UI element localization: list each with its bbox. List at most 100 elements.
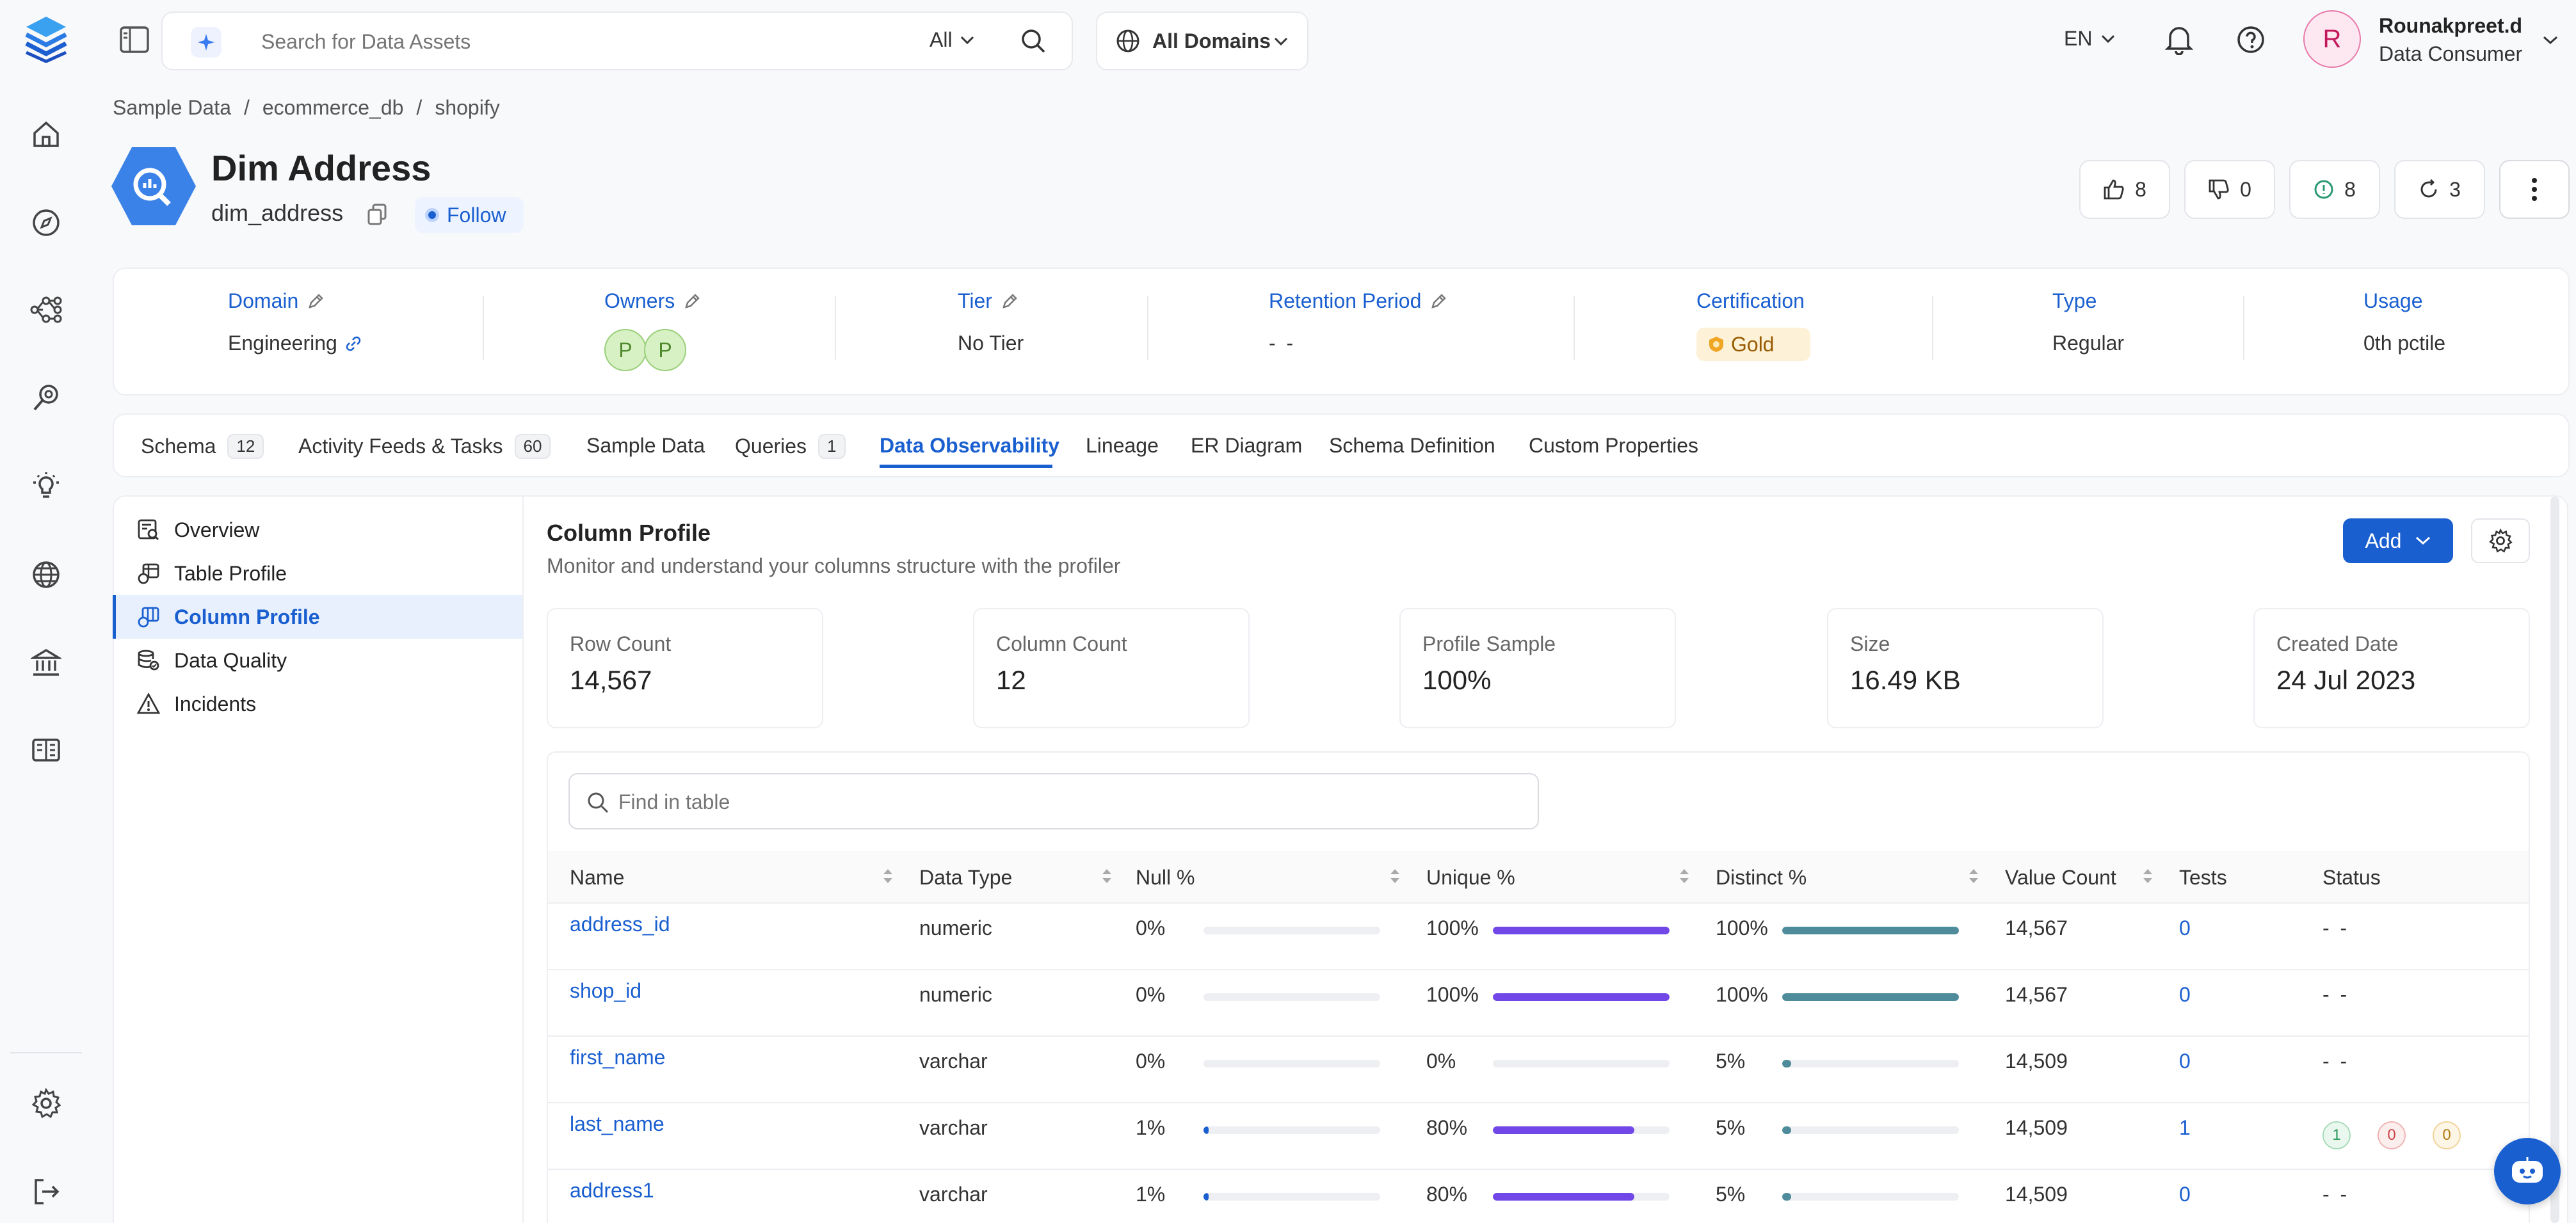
logout-icon[interactable] <box>26 1171 67 1212</box>
tests-count-link[interactable]: 0 <box>2179 916 2191 939</box>
column-header-data-type[interactable]: Data Type <box>919 851 1012 904</box>
home-icon[interactable] <box>26 114 67 155</box>
tests-count-link[interactable]: 1 <box>2179 1116 2191 1139</box>
column-header-tests[interactable]: Tests <box>2179 851 2227 904</box>
status-success-badge[interactable]: 1 <box>2322 1121 2351 1149</box>
add-button[interactable]: Add <box>2343 518 2453 563</box>
tab-er-diagram[interactable]: ER Diagram <box>1191 434 1302 458</box>
edit-pencil-icon[interactable] <box>1430 293 1447 310</box>
sort-icon[interactable] <box>2142 867 2153 886</box>
data-type-cell: varchar <box>919 1183 988 1206</box>
column-name-link[interactable]: address1 <box>570 1179 654 1202</box>
help-question-icon[interactable] <box>2237 26 2265 54</box>
lineage-icon[interactable] <box>26 289 67 330</box>
vote-button[interactable]: 8 <box>2289 160 2380 219</box>
owner-avatar[interactable]: P <box>604 329 647 371</box>
column-header-unique[interactable]: Unique % <box>1426 851 1515 904</box>
version-button[interactable]: 3 <box>2394 160 2485 219</box>
settings-gear-icon[interactable] <box>26 1083 67 1124</box>
sort-icon[interactable] <box>1678 867 1690 886</box>
glossary-book-icon[interactable] <box>26 730 67 771</box>
stat-card-size: Size 16.49 KB <box>1827 608 2104 728</box>
sidebar-toggle-icon[interactable] <box>119 26 150 54</box>
tab-queries[interactable]: Queries 1 <box>735 434 846 459</box>
status-failed-badge[interactable]: 0 <box>2378 1121 2406 1149</box>
search-filter-dropdown[interactable]: All <box>930 28 974 52</box>
sort-icon[interactable] <box>1101 867 1113 886</box>
tab-custom-properties[interactable]: Custom Properties <box>1529 434 1698 458</box>
sidemenu-overview[interactable]: Overview <box>113 508 522 552</box>
column-name-link[interactable]: shop_id <box>570 979 642 1002</box>
language-dropdown[interactable]: EN <box>2064 27 2115 51</box>
explore-compass-icon[interactable] <box>26 202 67 243</box>
edit-pencil-icon[interactable] <box>684 293 700 310</box>
user-avatar[interactable]: R <box>2303 10 2361 68</box>
thumbs-down-icon <box>2209 179 2229 200</box>
sort-icon[interactable] <box>882 867 894 886</box>
chat-assistant-button[interactable] <box>2494 1138 2561 1204</box>
tab-lineage[interactable]: Lineage <box>1086 434 1159 458</box>
tests-count-link[interactable]: 0 <box>2179 1183 2191 1206</box>
like-button[interactable]: 8 <box>2079 160 2170 219</box>
all-domains-label: All Domains <box>1152 29 1271 52</box>
sidemenu-data-quality[interactable]: Data Quality <box>113 639 522 682</box>
sort-icon[interactable] <box>1968 867 1979 886</box>
scrollbar-track[interactable] <box>2550 497 2559 1223</box>
edit-pencil-icon[interactable] <box>1001 293 1018 310</box>
breadcrumb-ecommerce-db[interactable]: ecommerce_db <box>262 96 404 119</box>
user-menu-chevron-icon[interactable] <box>2543 36 2558 45</box>
incident-warning-icon <box>137 692 160 714</box>
status-aborted-badge[interactable]: 0 <box>2433 1121 2461 1149</box>
edit-pencil-icon[interactable] <box>307 293 324 310</box>
notification-bell-icon[interactable] <box>2165 24 2193 55</box>
app-logo[interactable] <box>23 13 69 64</box>
column-header-null[interactable]: Null % <box>1136 851 1195 904</box>
vote-count: 8 <box>2344 177 2356 201</box>
sidemenu-label: Data Quality <box>174 648 287 672</box>
certification-badge[interactable]: Gold <box>1696 328 1810 361</box>
profiler-settings-button[interactable] <box>2471 518 2530 563</box>
observability-icon[interactable] <box>26 378 67 419</box>
more-actions-button[interactable] <box>2499 160 2570 219</box>
tests-count-link[interactable]: 0 <box>2179 1050 2191 1073</box>
search-input[interactable] <box>261 26 901 58</box>
sidemenu-column-profile[interactable]: Column Profile <box>113 595 522 639</box>
tab-activity-feeds[interactable]: Activity Feeds & Tasks 60 <box>298 434 551 459</box>
follow-button[interactable]: Follow <box>415 197 524 233</box>
domain-value[interactable]: Engineering <box>228 332 362 355</box>
distinct-percent-bar <box>1782 927 1959 934</box>
chevron-down-icon <box>1274 37 1288 46</box>
insights-bulb-icon[interactable] <box>26 466 67 507</box>
ai-sparkle-icon[interactable] <box>191 27 221 58</box>
sort-icon[interactable] <box>1389 867 1401 886</box>
dislike-button[interactable]: 0 <box>2184 160 2275 219</box>
breadcrumb-sample-data[interactable]: Sample Data <box>113 96 231 119</box>
column-name-link[interactable]: last_name <box>570 1112 664 1135</box>
column-header-status[interactable]: Status <box>2322 851 2381 904</box>
all-domains-dropdown[interactable]: All Domains <box>1096 12 1308 70</box>
prop-divider <box>483 296 484 360</box>
tab-sample-data[interactable]: Sample Data <box>586 434 705 458</box>
tests-count-link[interactable]: 0 <box>2179 983 2191 1006</box>
search-icon[interactable] <box>1019 27 1047 55</box>
column-header-name[interactable]: Name <box>570 851 624 904</box>
breadcrumb-shopify[interactable]: shopify <box>435 96 500 119</box>
tab-schema-definition[interactable]: Schema Definition <box>1329 434 1495 458</box>
column-header-distinct[interactable]: Distinct % <box>1716 851 1807 904</box>
column-name-link[interactable]: address_id <box>570 913 670 936</box>
more-vertical-icon <box>2532 178 2537 201</box>
column-header-value-count[interactable]: Value Count <box>2005 851 2116 904</box>
domains-globe-icon[interactable] <box>26 554 67 595</box>
owner-avatar[interactable]: P <box>644 329 686 371</box>
governance-bank-icon[interactable] <box>26 643 67 683</box>
distinct-percent-cell: 100% <box>1716 916 1768 939</box>
sidemenu-incidents[interactable]: Incidents <box>113 682 522 726</box>
sidemenu-table-profile[interactable]: Table Profile <box>113 552 522 595</box>
tab-schema[interactable]: Schema 12 <box>141 434 264 459</box>
unique-percent-bar <box>1493 1193 1670 1201</box>
add-label: Add <box>2365 529 2402 552</box>
tab-data-observability[interactable]: Data Observability <box>880 434 1059 458</box>
column-name-link[interactable]: first_name <box>570 1046 666 1069</box>
find-in-table-input[interactable] <box>618 786 1515 818</box>
copy-icon[interactable] <box>367 204 387 225</box>
